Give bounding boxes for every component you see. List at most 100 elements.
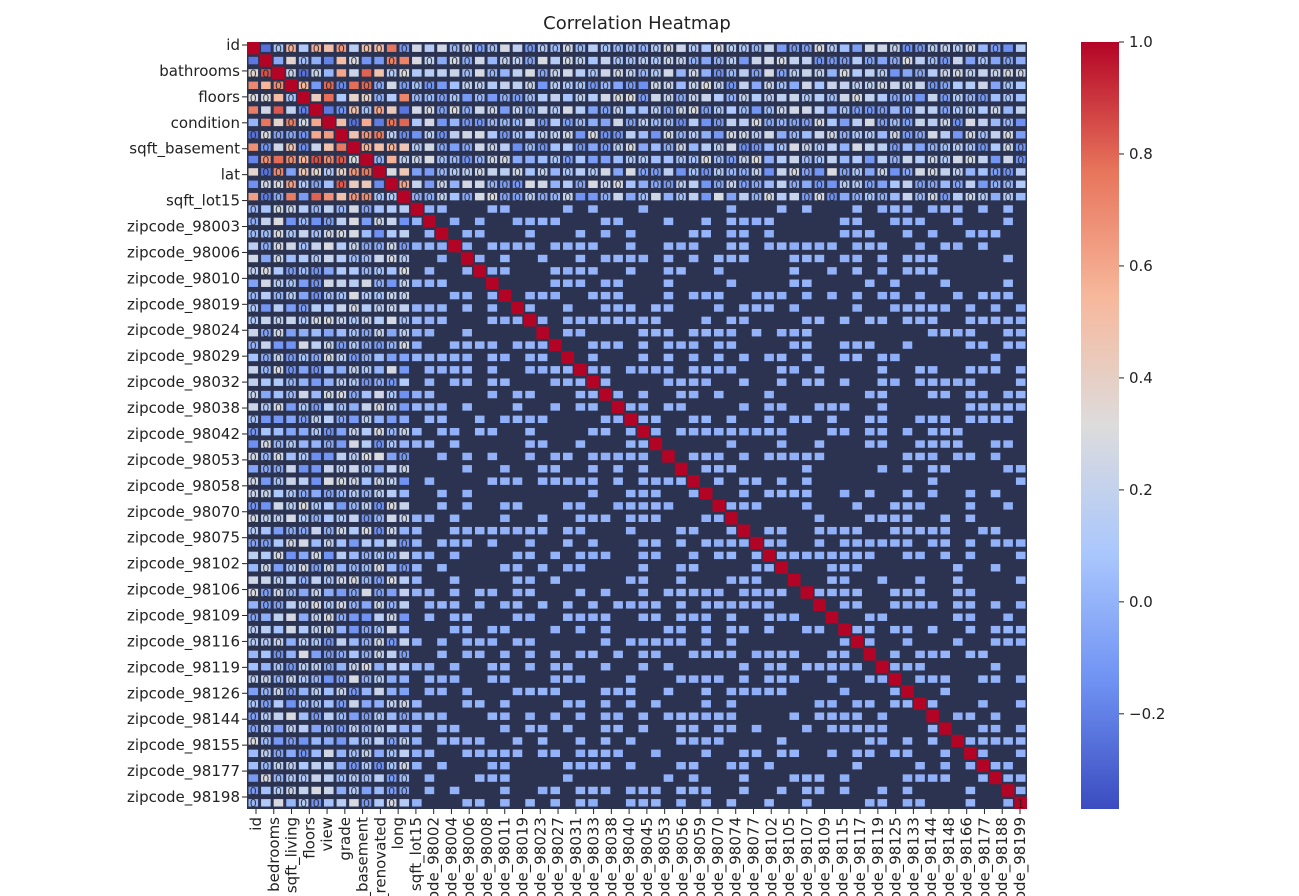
y-tick-label: lat — [221, 166, 240, 184]
heatmap-cell — [726, 799, 737, 807]
cell-annotation: 0 — [652, 166, 659, 179]
heatmap-cell — [890, 168, 900, 176]
heatmap-cell — [877, 205, 888, 213]
cell-annotation: 0 — [753, 191, 760, 204]
heatmap-cell — [323, 477, 334, 485]
heatmap-cell — [990, 539, 1001, 547]
heatmap-cell — [965, 650, 976, 659]
heatmap-cell — [550, 712, 561, 720]
heatmap-cell — [487, 353, 498, 362]
heatmap-cell — [726, 440, 737, 448]
heatmap-cell — [323, 403, 334, 411]
heatmap-cell — [978, 366, 988, 374]
heatmap-cell — [776, 192, 787, 201]
y-tick-label: condition — [171, 114, 240, 132]
cell-annotation: 0 — [439, 104, 446, 117]
heatmap-cell — [789, 341, 800, 349]
cell-annotation: 0 — [363, 463, 370, 476]
heatmap-cell — [676, 143, 686, 151]
heatmap-cell — [726, 761, 737, 770]
x-tick-label: zipcode_98059 — [691, 817, 710, 896]
cell-annotation: 0 — [690, 104, 697, 117]
heatmap-cell — [890, 650, 900, 659]
heatmap-cell — [462, 192, 472, 201]
heatmap-cells — [248, 44, 1026, 807]
cell-annotation: 0 — [891, 92, 898, 105]
cell-annotation: 0 — [300, 154, 307, 167]
cell-annotation: 0 — [275, 574, 282, 587]
heatmap-cell — [386, 489, 397, 498]
heatmap-cell — [500, 712, 510, 720]
heatmap-cell — [990, 452, 1001, 461]
heatmap-cell — [273, 44, 284, 52]
heatmap-cell — [537, 749, 548, 758]
heatmap-cell — [500, 180, 510, 188]
cell-annotation: 0 — [275, 587, 282, 600]
heatmap-cell — [676, 390, 686, 399]
heatmap-cell — [399, 564, 410, 572]
heatmap-cell — [814, 316, 825, 325]
heatmap-cell — [764, 131, 774, 139]
heatmap-cell — [802, 254, 812, 263]
heatmap-cell — [802, 155, 812, 164]
heatmap-cell — [688, 564, 699, 572]
heatmap-cell — [864, 551, 875, 560]
heatmap-cell — [852, 155, 862, 164]
heatmap-cell — [525, 341, 535, 349]
heatmap-cell — [336, 761, 347, 770]
heatmap-cell — [512, 69, 523, 77]
heatmap-cell — [273, 217, 284, 226]
heatmap-cell — [361, 143, 372, 151]
heatmap-cell — [399, 279, 410, 287]
cell-annotation: 0 — [816, 141, 823, 154]
heatmap-cell — [978, 650, 988, 659]
heatmap-cell — [588, 93, 598, 102]
heatmap-cell — [751, 502, 762, 510]
cell-annotation: 0 — [816, 154, 823, 167]
heatmap-cell — [965, 786, 976, 795]
heatmap-cell — [839, 254, 850, 263]
cell-annotation: 0 — [678, 104, 685, 117]
heatmap-cell — [739, 749, 749, 758]
heatmap-cell — [261, 539, 271, 547]
heatmap-cell — [638, 366, 649, 374]
heatmap-cell — [298, 799, 309, 807]
heatmap-cell — [550, 749, 561, 758]
heatmap-cell — [261, 44, 271, 52]
cell-annotation: 0 — [539, 43, 546, 56]
heatmap-cell — [399, 353, 410, 362]
heatmap-cell — [940, 44, 951, 52]
cell-annotation: 0 — [552, 104, 559, 117]
heatmap-cell — [298, 69, 309, 77]
heatmap-cell — [726, 724, 737, 733]
heatmap-cell — [864, 440, 875, 448]
heatmap-cell — [399, 489, 410, 498]
heatmap-cell — [563, 452, 573, 461]
heatmap-cell — [563, 761, 573, 770]
heatmap-cell — [286, 737, 296, 745]
heatmap-cell — [1015, 390, 1026, 399]
heatmap-cell — [764, 143, 774, 151]
heatmap-cell — [852, 242, 862, 250]
cell-annotation: 0 — [803, 43, 810, 56]
heatmap-cell — [965, 329, 976, 337]
heatmap-cell — [839, 131, 850, 139]
heatmap-cell — [1003, 625, 1013, 634]
cell-annotation: 0 — [262, 129, 269, 142]
cell-annotation: 0 — [338, 599, 345, 612]
heatmap-cell — [764, 650, 774, 659]
heatmap-cell — [386, 329, 397, 337]
diagonal-cell — [989, 771, 1002, 785]
cell-annotation: 0 — [401, 43, 408, 56]
heatmap-cell — [713, 427, 724, 436]
heatmap-cell — [802, 106, 812, 114]
chart-title: Correlation Heatmap — [543, 13, 731, 34]
heatmap-cell — [701, 131, 711, 139]
heatmap-cell — [298, 217, 309, 226]
heatmap-cell — [349, 155, 359, 164]
heatmap-cell — [537, 118, 548, 127]
heatmap-cell — [399, 675, 410, 683]
heatmap-cell — [437, 502, 447, 510]
cell-annotation: 0 — [854, 179, 861, 192]
x-tick-label: long — [389, 817, 407, 849]
